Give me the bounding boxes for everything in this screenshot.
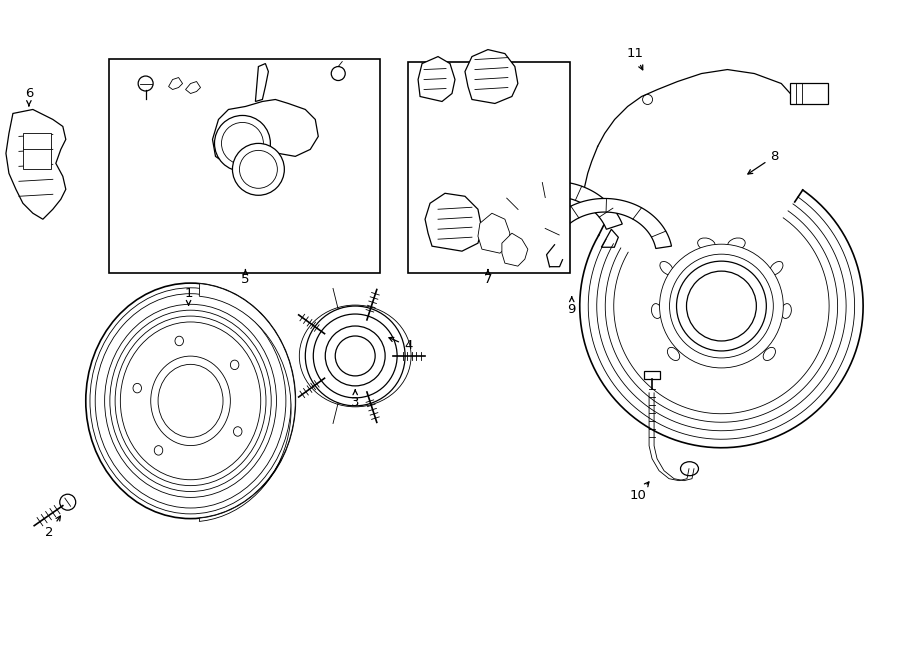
Circle shape: [331, 67, 346, 81]
Polygon shape: [6, 110, 66, 219]
Ellipse shape: [660, 262, 673, 275]
Text: 3: 3: [351, 390, 359, 409]
Text: 7: 7: [483, 270, 492, 286]
Ellipse shape: [175, 336, 184, 346]
Circle shape: [335, 336, 375, 376]
Ellipse shape: [300, 305, 411, 407]
Ellipse shape: [233, 427, 242, 436]
Ellipse shape: [133, 383, 141, 393]
Polygon shape: [256, 63, 268, 102]
Bar: [109, 59, 380, 273]
Polygon shape: [212, 100, 319, 163]
Polygon shape: [199, 284, 295, 522]
Circle shape: [221, 122, 264, 165]
Ellipse shape: [727, 238, 745, 251]
Circle shape: [139, 76, 153, 91]
Ellipse shape: [698, 238, 716, 251]
Circle shape: [325, 326, 385, 386]
Text: 9: 9: [568, 297, 576, 315]
Text: 10: 10: [629, 482, 649, 502]
Circle shape: [325, 326, 385, 386]
Circle shape: [643, 95, 652, 104]
Bar: [22, 134, 50, 149]
Circle shape: [313, 314, 397, 398]
Ellipse shape: [770, 262, 783, 275]
Circle shape: [313, 314, 397, 398]
Circle shape: [214, 116, 270, 171]
Circle shape: [687, 271, 756, 341]
Text: 4: 4: [389, 337, 412, 352]
Polygon shape: [185, 81, 201, 93]
Circle shape: [335, 336, 375, 376]
Circle shape: [239, 151, 277, 188]
Polygon shape: [483, 182, 622, 245]
Circle shape: [677, 261, 766, 351]
Bar: [644, 371, 660, 379]
Text: 8: 8: [748, 150, 778, 174]
Polygon shape: [465, 50, 518, 104]
Circle shape: [232, 143, 284, 195]
Circle shape: [59, 494, 76, 510]
Circle shape: [677, 261, 766, 351]
Text: 1: 1: [184, 287, 193, 305]
Ellipse shape: [680, 462, 698, 476]
Circle shape: [305, 306, 405, 406]
Text: 2: 2: [45, 516, 60, 539]
Polygon shape: [502, 233, 527, 266]
Circle shape: [660, 244, 783, 368]
Ellipse shape: [668, 348, 680, 360]
Ellipse shape: [763, 348, 776, 360]
Bar: [790, 83, 828, 104]
Polygon shape: [539, 198, 671, 249]
Bar: [22, 147, 50, 169]
Text: 6: 6: [24, 87, 33, 106]
Bar: [408, 61, 570, 273]
Polygon shape: [478, 214, 510, 253]
Polygon shape: [418, 57, 455, 102]
Ellipse shape: [781, 303, 791, 319]
Circle shape: [687, 271, 756, 341]
Polygon shape: [425, 193, 482, 251]
Text: 11: 11: [626, 47, 644, 70]
Circle shape: [305, 306, 405, 406]
Polygon shape: [168, 77, 183, 89]
Polygon shape: [601, 229, 618, 247]
Ellipse shape: [154, 446, 163, 455]
Ellipse shape: [230, 360, 238, 369]
Ellipse shape: [652, 303, 662, 319]
Circle shape: [670, 254, 773, 358]
Text: 5: 5: [241, 270, 249, 286]
